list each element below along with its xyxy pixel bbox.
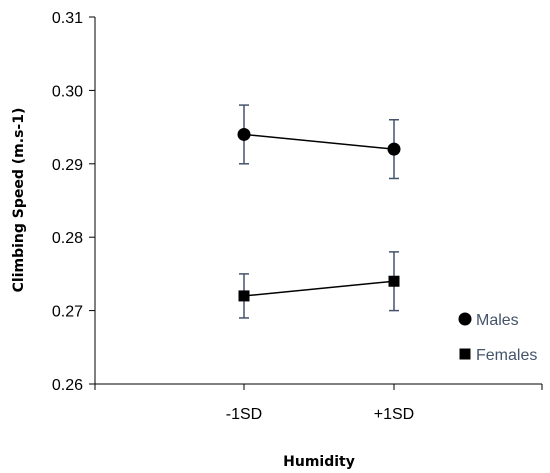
y-tick-label: 0.30 bbox=[52, 83, 83, 100]
series-group bbox=[237, 104, 401, 319]
y-tick-label: 0.27 bbox=[52, 304, 83, 321]
data-point bbox=[387, 142, 401, 156]
legend-marker bbox=[459, 348, 471, 360]
x-axis-title: Humidity bbox=[283, 454, 355, 470]
axes bbox=[89, 16, 543, 390]
legend: Males Females bbox=[458, 312, 537, 364]
y-axis-title: Climbing Speed (m.s-1) bbox=[11, 108, 27, 293]
data-point bbox=[238, 290, 250, 302]
data-point bbox=[237, 127, 251, 141]
y-tick-label: 0.29 bbox=[52, 157, 83, 174]
x-tick-labels: -1SD +1SD bbox=[226, 406, 414, 423]
y-tick-label: 0.28 bbox=[52, 230, 83, 247]
y-tick-labels: 0.26 0.27 0.28 0.29 0.30 0.31 bbox=[52, 10, 83, 394]
x-tick-label: +1SD bbox=[374, 406, 414, 423]
series-line bbox=[243, 133, 395, 150]
legend-item-females: Females bbox=[459, 347, 537, 364]
legend-item-males: Males bbox=[458, 312, 519, 329]
y-tick-label: 0.31 bbox=[52, 10, 83, 27]
x-tick-label: -1SD bbox=[226, 406, 262, 423]
legend-marker bbox=[458, 312, 472, 326]
legend-label: Females bbox=[476, 347, 537, 364]
series-line bbox=[243, 280, 395, 297]
y-tick-label: 0.26 bbox=[52, 377, 83, 394]
data-point bbox=[388, 275, 400, 287]
series-females bbox=[238, 251, 400, 319]
legend-label: Males bbox=[476, 312, 519, 329]
series-males bbox=[237, 104, 401, 180]
